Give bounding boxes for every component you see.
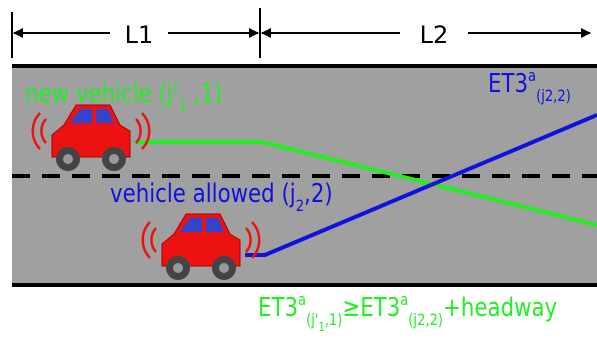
label-run: ≥ET3 bbox=[342, 292, 400, 323]
label-run: (j2,2) bbox=[536, 87, 571, 106]
label-run: a bbox=[298, 291, 306, 310]
label-run: ET3 bbox=[258, 292, 298, 323]
diagram: L1 L2 new vehicle (j'1 ,1)ET3a(j2,2)vehi… bbox=[0, 0, 597, 338]
condition-label: ET3a(j'1,1)≥ET3a(j2,2)+headway bbox=[258, 291, 557, 334]
label-run: ET3 bbox=[488, 68, 528, 99]
label-run: (j2,2) bbox=[408, 311, 443, 330]
label-run: (j' bbox=[306, 311, 318, 330]
label-run: a bbox=[400, 291, 408, 310]
l2-label: L2 bbox=[420, 21, 449, 49]
label-run: vehicle allowed (j bbox=[110, 178, 296, 209]
label-run: +headway bbox=[443, 292, 557, 323]
label-run: new vehicle (j' bbox=[25, 78, 179, 109]
label-run: a bbox=[528, 67, 536, 86]
label-run: 1 bbox=[318, 320, 324, 334]
label-run: ,2) bbox=[304, 178, 333, 209]
label-run: ,1) bbox=[187, 78, 222, 109]
dimension-arrows bbox=[12, 8, 590, 58]
label-run: 2 bbox=[296, 197, 304, 216]
l1-label: L1 bbox=[125, 21, 154, 49]
label-run: 1 bbox=[179, 97, 187, 116]
label-run: ,1) bbox=[325, 311, 343, 330]
